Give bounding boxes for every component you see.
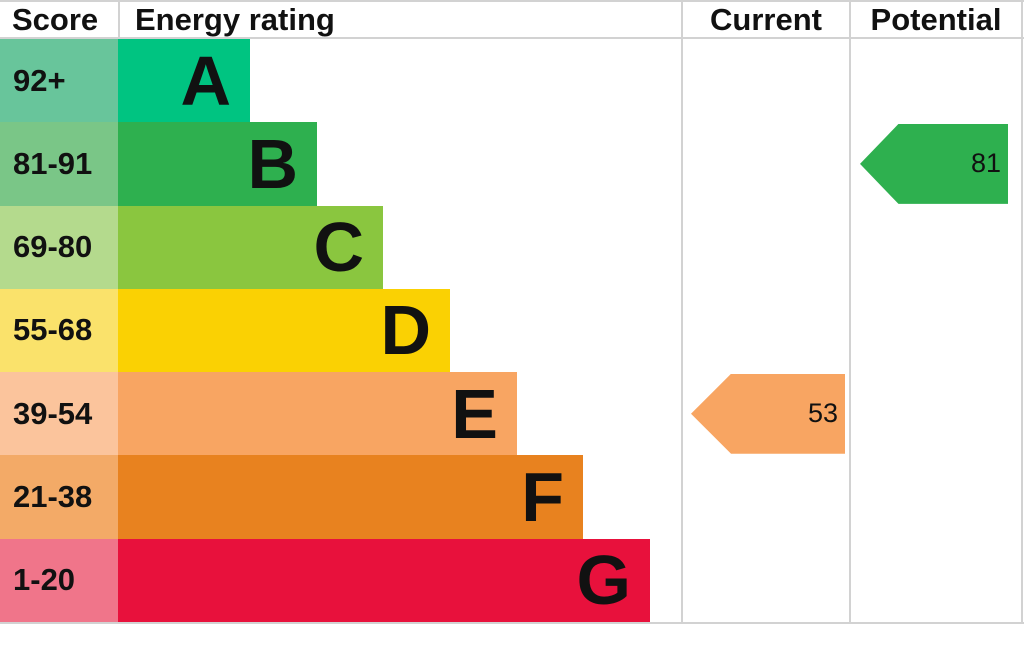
potential-column-divider (849, 0, 851, 624)
potential-column-header: Potential (870, 2, 1002, 37)
score-range-label: 1-20 (0, 538, 118, 622)
score-column-divider (118, 0, 120, 39)
rating-bar-f: F (118, 455, 583, 539)
rating-letter: G (576, 541, 631, 620)
current-column-header: Current (710, 2, 822, 37)
top-border (0, 0, 1024, 2)
rating-letter: E (451, 374, 498, 453)
band-row-d: 55-68 D (0, 288, 1024, 373)
score-range-label: 69-80 (0, 205, 118, 289)
rating-letter: F (521, 458, 564, 537)
band-rows: 92+ A 81-91 B 69-80 C 55-68 D 39-54 E 21… (0, 39, 1024, 622)
rating-letter: C (313, 208, 364, 287)
band-row-f: 21-38 F (0, 455, 1024, 539)
energy-rating-column-header: Energy rating (135, 2, 335, 37)
score-range-label: 55-68 (0, 288, 118, 373)
score-column-header: Score (12, 2, 99, 37)
band-row-b: 81-91 B (0, 122, 1024, 206)
table-bottom-border (0, 622, 1024, 624)
current-column-divider (681, 0, 683, 624)
rating-bar-c: C (118, 205, 383, 289)
score-range-label: 39-54 (0, 372, 118, 456)
rating-letter: B (247, 124, 298, 203)
current-rating-value: 53 (807, 398, 838, 429)
score-range-label: 81-91 (0, 122, 118, 206)
rating-letter: A (180, 41, 231, 120)
header-bottom-border (0, 37, 1024, 39)
rating-bar-d: D (118, 288, 450, 373)
rating-bar-e: E (118, 372, 517, 456)
score-range-label: 92+ (0, 39, 118, 123)
band-row-g: 1-20 G (0, 538, 1024, 622)
rating-bar-b: B (118, 122, 317, 206)
right-border (1021, 0, 1023, 624)
rating-bar-g: G (118, 538, 650, 622)
band-row-c: 69-80 C (0, 205, 1024, 289)
rating-bar-a: A (118, 39, 250, 123)
rating-letter: D (380, 291, 431, 370)
potential-rating-value: 81 (970, 148, 1001, 179)
band-row-e: 39-54 E (0, 372, 1024, 456)
band-row-a: 92+ A (0, 39, 1024, 123)
score-range-label: 21-38 (0, 455, 118, 539)
